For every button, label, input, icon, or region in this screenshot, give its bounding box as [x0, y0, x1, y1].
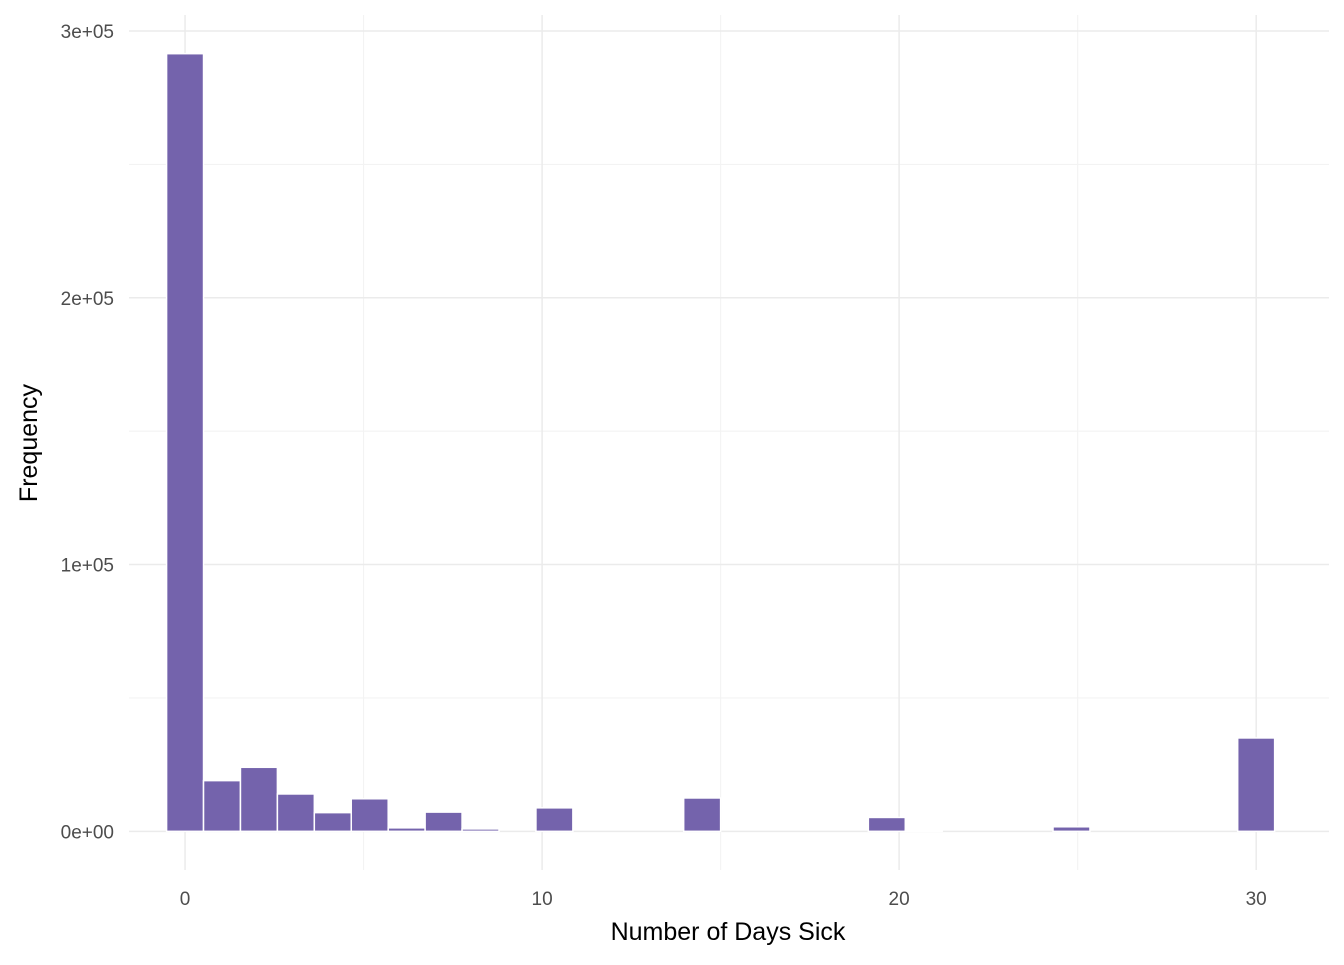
histogram-bar [165, 52, 205, 833]
x-tick-label: 20 [889, 889, 910, 910]
histogram-bar [535, 807, 574, 833]
histogram-bar [904, 829, 943, 833]
grid-layer [129, 15, 1329, 870]
histogram-bar [867, 816, 907, 833]
histogram-bar [313, 811, 353, 833]
x-tick-label: 10 [532, 889, 553, 910]
y-tick-label: 2e+05 [61, 289, 114, 310]
histogram-bar [1052, 826, 1091, 833]
y-tick-label: 3e+05 [61, 22, 114, 43]
histogram-bar [1236, 737, 1276, 833]
histogram-bar [682, 797, 722, 833]
histogram-bar [276, 793, 316, 833]
y-tick-label: 0e+00 [61, 822, 114, 843]
histogram-bar [424, 811, 463, 833]
tick-label-layer: 0 10 20 30 0e+00 1e+05 2e+05 3e+05 [61, 22, 1267, 910]
histogram-bar [202, 779, 242, 833]
histogram-bar [461, 828, 500, 833]
histogram-bar [387, 827, 426, 833]
histogram-bar [350, 798, 389, 833]
y-tick-label: 1e+05 [61, 556, 114, 577]
x-axis-title: Number of Days Sick [611, 918, 846, 946]
y-axis-title: Frequency [15, 383, 43, 502]
x-tick-label: 30 [1246, 889, 1267, 910]
histogram-bar [239, 766, 279, 833]
x-tick-label: 0 [180, 889, 191, 910]
bar-layer [165, 52, 1276, 833]
